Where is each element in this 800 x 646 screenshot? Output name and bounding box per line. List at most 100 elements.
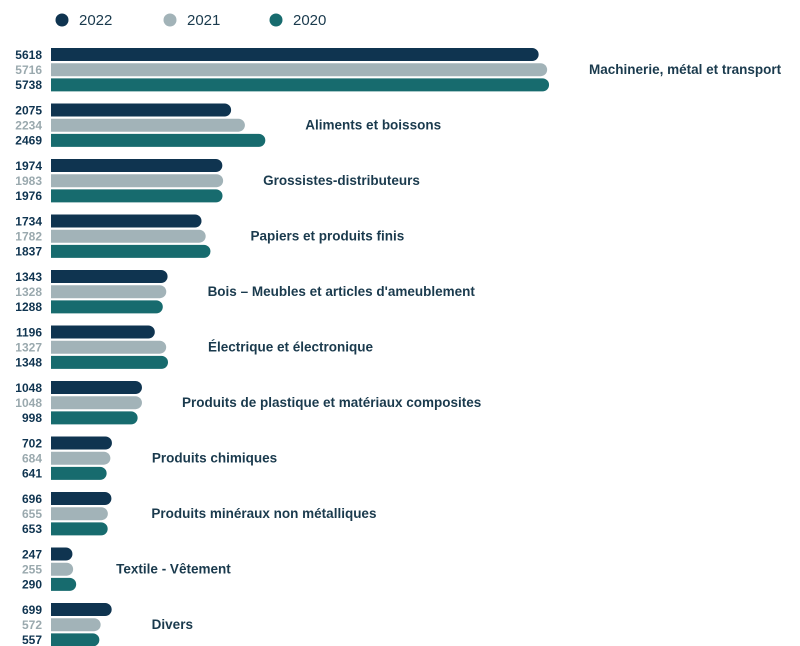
bar-2021 xyxy=(51,174,224,188)
value-label-2022: 1974 xyxy=(15,159,42,173)
value-label-2020: 998 xyxy=(22,411,42,425)
bar-2021 xyxy=(51,340,167,354)
value-label-2021: 655 xyxy=(22,507,42,521)
value-label-2021: 1983 xyxy=(15,174,42,188)
bar-2022 xyxy=(51,381,142,394)
value-label-2020: 557 xyxy=(22,633,42,646)
category-label: Produits chimiques xyxy=(152,451,277,466)
bar-2021 xyxy=(51,396,142,410)
value-label-2020: 1288 xyxy=(15,300,42,314)
value-label-2020: 290 xyxy=(22,578,42,592)
legend-label: 2020 xyxy=(293,12,326,29)
value-label-2021: 5716 xyxy=(15,63,42,77)
category-label: Papiers et produits finis xyxy=(250,229,404,244)
value-label-2022: 247 xyxy=(22,547,42,561)
value-label-2020: 2469 xyxy=(15,134,42,148)
category-label: Produits minéraux non métalliques xyxy=(151,506,376,521)
bar-2022 xyxy=(51,159,223,172)
bar-2020 xyxy=(51,244,211,258)
value-label-2022: 1048 xyxy=(15,381,42,395)
value-label-2022: 2075 xyxy=(15,103,42,117)
value-label-2020: 653 xyxy=(22,522,42,536)
value-label-2021: 1782 xyxy=(15,230,42,244)
bar-2021 xyxy=(51,618,101,632)
legend-swatch-2022 xyxy=(55,13,69,27)
value-label-2020: 1976 xyxy=(15,189,42,203)
bar-2021 xyxy=(51,118,245,132)
value-label-2021: 1327 xyxy=(15,341,42,355)
bar-2021 xyxy=(51,229,206,243)
category-label: Textile - Vêtement xyxy=(116,562,231,577)
legend-item-2020: 2020 xyxy=(269,12,326,29)
value-label-2022: 1734 xyxy=(15,214,42,228)
bar-2022 xyxy=(51,48,539,61)
bar-2022 xyxy=(51,492,112,505)
bar-2020 xyxy=(51,300,163,314)
category-label: Électrique et électronique xyxy=(208,340,374,355)
bar-2020 xyxy=(51,577,77,591)
value-label-2020: 641 xyxy=(22,467,42,481)
bar-2022 xyxy=(51,436,112,450)
bar-2021 xyxy=(51,63,548,77)
bar-2020 xyxy=(51,189,223,203)
bar-2022 xyxy=(51,325,155,339)
value-label-2022: 702 xyxy=(22,436,42,450)
value-label-2020: 1837 xyxy=(15,245,42,259)
legend-item-2022: 2022 xyxy=(55,12,112,29)
category-label: Aliments et boissons xyxy=(305,118,441,133)
bar-2020 xyxy=(51,355,169,369)
legend-swatch-2020 xyxy=(269,13,283,27)
bar-2020 xyxy=(51,133,266,147)
value-label-2021: 1328 xyxy=(15,285,42,299)
bar-2020 xyxy=(51,411,138,425)
legend-label: 2022 xyxy=(79,12,112,29)
bar-2020 xyxy=(51,522,108,536)
value-label-2020: 1348 xyxy=(15,356,42,370)
category-label: Bois – Meubles et articles d'ameublement xyxy=(208,284,476,299)
category-label: Grossistes-distributeurs xyxy=(263,173,420,188)
value-label-2022: 1196 xyxy=(16,325,42,339)
bar-2022 xyxy=(51,270,168,283)
legend-item-2021: 2021 xyxy=(163,12,220,29)
bar-2022 xyxy=(51,103,232,117)
legend-label: 2021 xyxy=(187,12,220,29)
bar-2022 xyxy=(51,547,73,561)
legend: 2022 2021 2020 xyxy=(55,12,326,29)
legend-swatch-2021 xyxy=(163,13,177,27)
bar-2021 xyxy=(51,451,111,465)
value-label-2021: 1048 xyxy=(15,396,42,410)
bar-2020 xyxy=(51,466,107,480)
value-label-2022: 5618 xyxy=(15,48,42,62)
value-label-2021: 572 xyxy=(22,618,42,632)
value-label-2022: 699 xyxy=(22,603,42,617)
bar-2021 xyxy=(51,507,108,521)
value-label-2021: 684 xyxy=(22,452,42,466)
bar-2021 xyxy=(51,285,167,299)
value-label-2020: 5738 xyxy=(15,78,42,92)
bar-2020 xyxy=(51,633,100,646)
bar-2022 xyxy=(51,214,202,228)
value-label-2021: 255 xyxy=(22,563,42,577)
value-label-2022: 1343 xyxy=(15,270,42,284)
category-label: Divers xyxy=(152,617,193,632)
bar-2022 xyxy=(51,603,112,616)
category-label: Produits de plastique et matériaux compo… xyxy=(182,395,481,410)
bar-2021 xyxy=(51,562,74,576)
category-label: Machinerie, métal et transport xyxy=(589,62,782,77)
value-label-2021: 2234 xyxy=(15,119,42,133)
bar-2020 xyxy=(51,78,550,92)
value-label-2022: 696 xyxy=(22,492,42,506)
